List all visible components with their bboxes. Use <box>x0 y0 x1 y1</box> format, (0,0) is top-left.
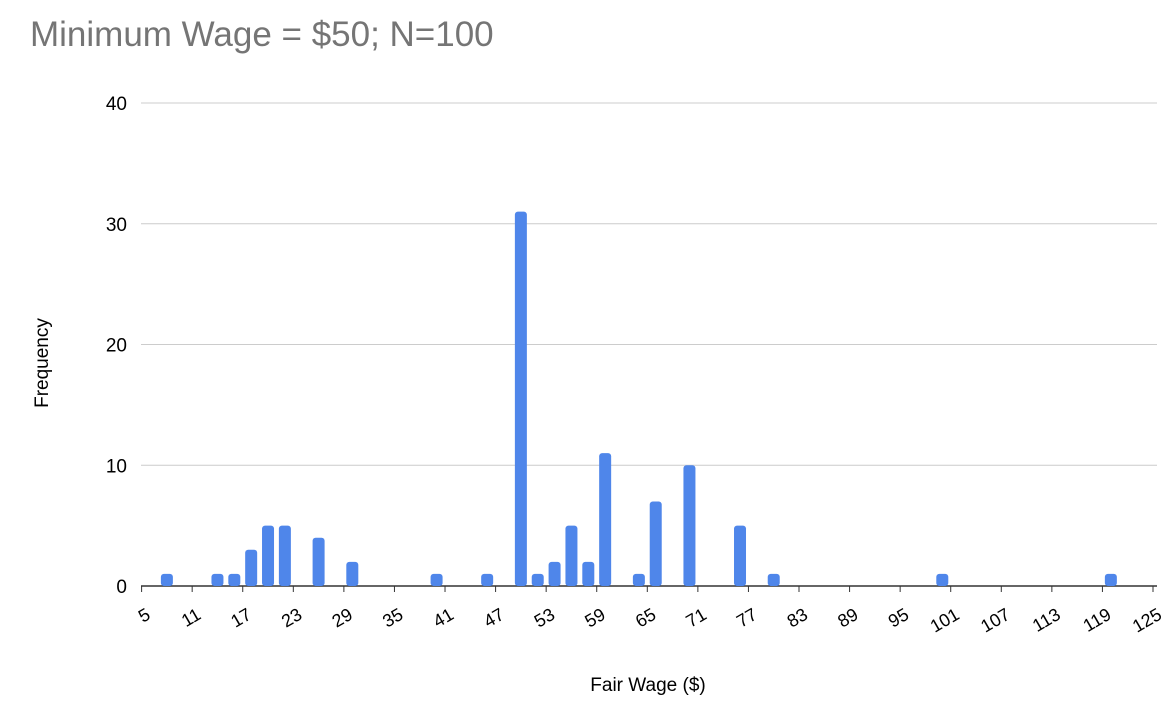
bar <box>1104 573 1117 586</box>
bar <box>211 573 224 586</box>
x-tick-label: 107 <box>977 604 1013 636</box>
x-axis-label: Fair Wage ($) <box>590 675 705 696</box>
y-tick-label: 20 <box>106 336 127 357</box>
bar <box>565 525 578 586</box>
x-tick-label: 11 <box>178 604 204 631</box>
bar <box>767 573 780 586</box>
y-tick-label: 0 <box>116 577 127 598</box>
x-tick-label: 89 <box>834 604 861 631</box>
bar <box>312 537 325 586</box>
chart-title: Minimum Wage = $50; N=100 <box>30 15 494 54</box>
bar <box>936 573 949 586</box>
bar <box>683 465 696 586</box>
bar <box>548 561 561 586</box>
x-tick-label: 53 <box>531 604 558 631</box>
bar <box>734 525 747 586</box>
y-tick-label: 10 <box>106 456 127 477</box>
bar <box>632 573 645 586</box>
y-tick-label: 30 <box>106 215 127 236</box>
bar <box>245 549 258 586</box>
x-tick-label: 23 <box>278 604 305 631</box>
bar <box>160 573 173 586</box>
x-tick-label: 59 <box>581 604 608 631</box>
x-tick-label: 71 <box>683 604 710 631</box>
x-tick-label: 41 <box>430 604 457 631</box>
x-tick-label: 119 <box>1080 604 1115 636</box>
bar <box>531 573 544 586</box>
x-tick-label: 65 <box>632 604 659 631</box>
x-tick-label: 101 <box>927 604 963 636</box>
bar <box>278 525 291 586</box>
x-tick-label: 125 <box>1129 604 1165 636</box>
bar <box>262 525 275 586</box>
bar <box>481 573 494 586</box>
bar <box>514 211 527 587</box>
bar <box>599 453 612 586</box>
bar <box>430 573 443 586</box>
x-tick-label: 5 <box>135 604 154 626</box>
x-tick-label: 47 <box>480 604 507 631</box>
x-tick-label: 77 <box>733 604 760 631</box>
x-tick-label: 17 <box>227 604 254 631</box>
x-tick-label: 83 <box>784 604 811 631</box>
x-tick-label: 113 <box>1029 604 1064 636</box>
bar <box>346 561 359 586</box>
bar <box>649 501 662 586</box>
bar <box>228 573 241 586</box>
bar <box>582 561 595 586</box>
x-tick-label: 35 <box>379 604 406 631</box>
x-tick-label: 95 <box>885 604 912 631</box>
y-tick-label: 40 <box>106 94 127 115</box>
y-axis-label: Frequency <box>32 318 53 408</box>
x-tick-label: 29 <box>329 604 356 631</box>
